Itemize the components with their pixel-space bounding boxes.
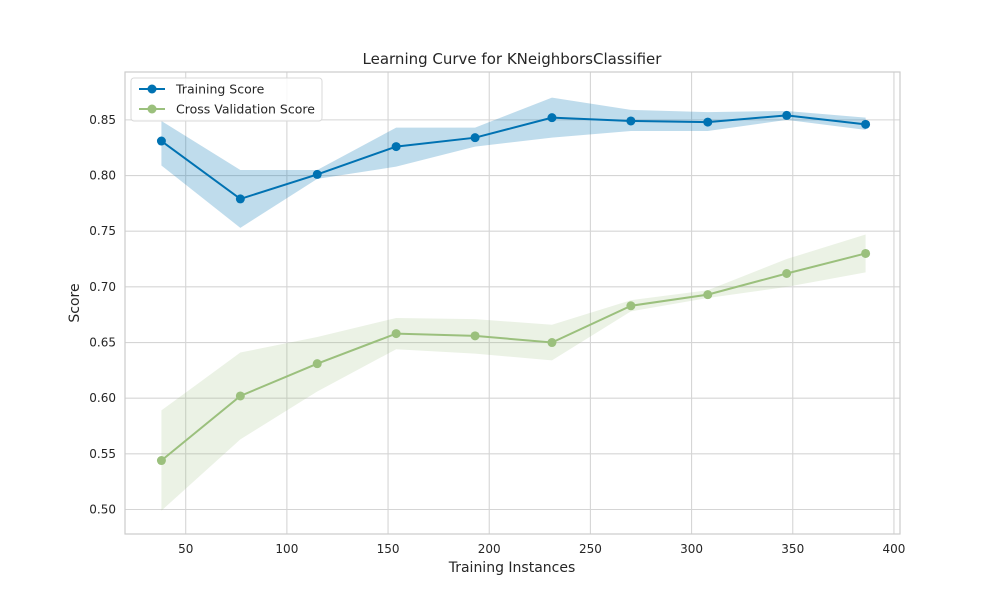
legend-box bbox=[130, 77, 323, 122]
training-score-point bbox=[626, 116, 636, 126]
training-confidence-band bbox=[161, 97, 866, 228]
x-tick-label: 350 bbox=[781, 542, 804, 556]
x-tick-label: 200 bbox=[478, 542, 501, 556]
legend-marker-training bbox=[147, 84, 157, 94]
y-tick-label: 0.50 bbox=[89, 503, 116, 517]
y-tick-label: 0.60 bbox=[89, 391, 116, 405]
training-score-point bbox=[470, 133, 480, 143]
legend-label-cv: Cross Validation Score bbox=[176, 102, 315, 117]
series-points bbox=[156, 110, 871, 466]
x-tick-label: 150 bbox=[377, 542, 400, 556]
legend-marker-cv bbox=[147, 104, 157, 114]
training-score-point bbox=[235, 194, 245, 204]
cv-score-point bbox=[235, 391, 245, 401]
y-tick-label: 0.55 bbox=[89, 447, 116, 461]
x-tick-labels: 50 100 150 200 250 300 350 400 bbox=[178, 542, 905, 556]
x-tick-label: 300 bbox=[680, 542, 703, 556]
cv-score-point bbox=[782, 268, 792, 278]
y-tick-label: 0.70 bbox=[89, 280, 116, 294]
training-score-point bbox=[861, 119, 871, 129]
y-tick-label: 0.75 bbox=[89, 224, 116, 238]
y-tick-label: 0.85 bbox=[89, 113, 116, 127]
cv-score-point bbox=[703, 290, 713, 300]
confidence-bands bbox=[161, 97, 866, 511]
training-score-point bbox=[703, 117, 713, 127]
legend-label-training: Training Score bbox=[175, 82, 265, 97]
cv-score-point bbox=[470, 331, 480, 341]
y-tick-label: 0.80 bbox=[89, 169, 116, 183]
plot-frame bbox=[124, 71, 901, 535]
x-tick-label: 400 bbox=[882, 542, 905, 556]
x-tick-label: 250 bbox=[579, 542, 602, 556]
x-tick-label: 100 bbox=[275, 542, 298, 556]
cv-score-point bbox=[861, 248, 871, 258]
cv-score-point bbox=[547, 338, 557, 348]
cv-score-line bbox=[160, 252, 866, 462]
plot-area bbox=[125, 72, 900, 534]
training-score-point bbox=[782, 110, 792, 120]
cv-confidence-band bbox=[161, 234, 866, 511]
legend: Training Score Cross Validation Score bbox=[130, 77, 323, 122]
cv-score-point bbox=[391, 329, 401, 339]
cv-score-point bbox=[626, 301, 636, 311]
training-score-point bbox=[156, 136, 166, 146]
training-score-point bbox=[312, 169, 322, 179]
x-tick-label: 50 bbox=[178, 542, 193, 556]
cv-score-point bbox=[312, 359, 322, 369]
y-tick-labels: 0.50 0.55 0.60 0.65 0.70 0.75 0.80 0.85 bbox=[89, 113, 116, 517]
x-axis-title: Training Instances bbox=[448, 560, 576, 576]
y-axis-title: Score bbox=[67, 283, 83, 322]
training-score-point bbox=[391, 142, 401, 152]
chart-title: Learning Curve for KNeighborsClassifier bbox=[363, 50, 663, 68]
series-lines bbox=[160, 114, 866, 462]
y-tick-label: 0.65 bbox=[89, 336, 116, 350]
training-score-line bbox=[160, 114, 866, 201]
training-score-point bbox=[547, 113, 557, 123]
cv-score-point bbox=[156, 456, 166, 466]
